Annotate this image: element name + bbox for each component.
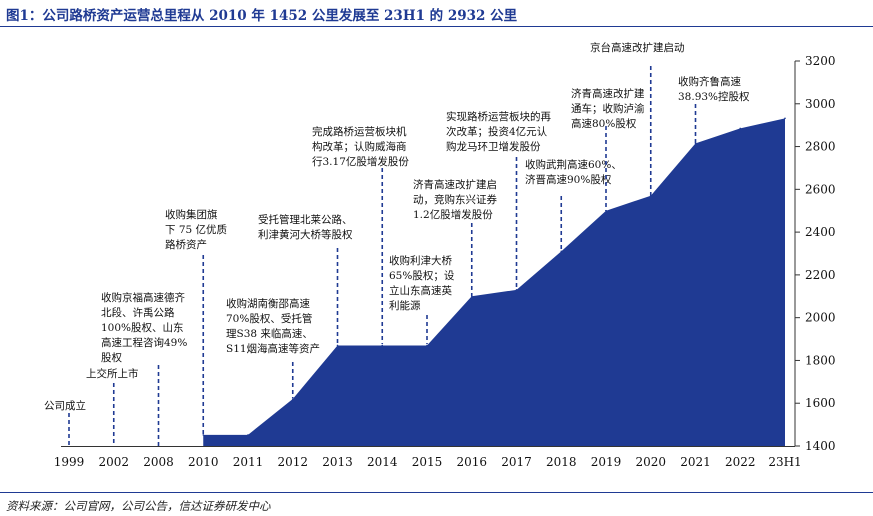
annotation-2002: 上交所上市	[86, 367, 139, 380]
title-bar: 图1：公司路桥资产运营总里程从 2010 年 1452 公里发展至 23H1 的…	[0, 0, 873, 27]
annotation-line: 70%股权、受托管	[226, 312, 312, 325]
chart-title: 图1：公司路桥资产运营总里程从 2010 年 1452 公里发展至 23H1 的…	[6, 8, 518, 24]
y-tick-label-3000: 3000	[805, 97, 836, 111]
x-tick-label-2021: 2021	[680, 455, 711, 469]
annotation-line: 京台高速改扩建启动	[590, 41, 685, 54]
data-point-2014	[381, 344, 384, 347]
x-tick-label-2013: 2013	[322, 455, 353, 469]
annotation-2017: 实现路桥运营板块的再次改革；投资4亿元认购龙马环卫增发股份	[446, 110, 551, 153]
y-tick-label-2800: 2800	[805, 140, 836, 154]
x-tick-label-2008: 2008	[143, 455, 174, 469]
x-tick-label-2002: 2002	[98, 455, 129, 469]
annotation-line: 100%股权、山东	[101, 321, 184, 334]
y-tick-label-1600: 1600	[805, 396, 836, 410]
source-divider	[0, 492, 873, 493]
data-point-2010	[202, 434, 205, 436]
annotation-line: 北段、许禹公路	[101, 306, 175, 319]
annotation-2021: 收购齐鲁高速 38.93%控股权	[678, 75, 750, 103]
y-tick-label-2600: 2600	[805, 182, 836, 196]
annotation-line: 济青高速改扩建启	[413, 178, 497, 191]
annotation-2008: 收购京福高速德齐北段、许禹公路 100%股权、山东高速工程咨询49% 股权	[101, 291, 187, 364]
y-tick-label-1800: 1800	[805, 353, 836, 367]
annotation-line: 利能源	[389, 299, 421, 312]
annotation-2014: 完成路桥运营板块机构改革；认购威海商行3.17亿股增发股份	[312, 125, 409, 168]
annotation-line: 路桥资产	[165, 238, 207, 251]
annotation-line: 收购湖南衡邵高速	[226, 297, 310, 310]
annotation-line: 构改革；认购威海商	[312, 140, 407, 153]
x-tick-label-2014: 2014	[367, 455, 398, 469]
annotation-line: 收购齐鲁高速	[678, 75, 741, 88]
annotation-line: 38.93%控股权	[678, 90, 750, 103]
data-point-23H1	[784, 117, 786, 120]
annotation-line: 收购京福高速德齐	[101, 291, 185, 304]
annotation-line: 股权	[101, 351, 122, 364]
annotation-2019: 济青高速改扩建通车；收购泸渝高速80%股权	[571, 87, 645, 130]
x-tick-label-2019: 2019	[591, 455, 622, 469]
x-tick-label-2018: 2018	[546, 455, 577, 469]
y-tick-label-1400: 1400	[805, 439, 836, 453]
annotation-line: 行3.17亿股增发股份	[312, 155, 409, 168]
y-tick-label-2000: 2000	[805, 311, 836, 325]
x-tick-label-2022: 2022	[725, 455, 756, 469]
annotation-line: 理S38 来临高速、	[226, 327, 313, 340]
x-tick-label-2020: 2020	[635, 455, 666, 469]
data-point-2022	[739, 127, 742, 130]
x-tick-label-1999: 1999	[54, 455, 85, 469]
annotation-2018: 收购武荆高速60%、济晋高速90%股权	[525, 158, 622, 186]
data-point-2011	[247, 434, 249, 436]
annotation-line: 利津黄河大桥等股权	[258, 228, 353, 241]
annotation-2013: 受托管理北莱公路、利津黄河大桥等股权	[258, 213, 353, 241]
annotation-line: 济青高速改扩建	[571, 87, 645, 100]
annotation-2012: 收购湖南衡邵高速 70%股权、受托管理S38 来临高速、 S11烟海高速等资产	[226, 297, 320, 355]
y-tick-label-2200: 2200	[805, 268, 836, 282]
data-point-2013	[336, 344, 339, 347]
x-tick-label-23H1: 23H1	[768, 455, 801, 469]
annotation-line: 上交所上市	[86, 367, 139, 380]
annotation-2010: 收购集团旗下 75 亿优质路桥资产	[165, 208, 227, 251]
annotation-line: S11烟海高速等资产	[226, 342, 320, 355]
annotation-line: 公司成立	[44, 399, 86, 412]
y-tick-label-2400: 2400	[805, 225, 836, 239]
annotation-line: 次改革；投资4亿元认	[446, 125, 548, 138]
data-point-2015	[426, 344, 428, 347]
data-point-2018	[560, 250, 563, 253]
annotation-line: 下 75 亿优质	[165, 223, 227, 236]
annotation-line: 动，竞购东兴证券	[413, 193, 497, 206]
x-tick-label-2017: 2017	[501, 455, 532, 469]
annotation-1999: 公司成立	[44, 399, 86, 412]
annotation-2016: 济青高速改扩建启动，竞购东兴证券 1.2亿股增发股份	[413, 178, 497, 221]
mileage-area	[203, 118, 785, 447]
annotation-line: 收购利津大桥	[389, 254, 452, 267]
annotation-line: 1.2亿股增发股份	[413, 208, 493, 221]
annotation-line: 购龙马环卫增发股份	[446, 140, 541, 153]
x-tick-label-2011: 2011	[233, 455, 264, 469]
annotation-line: 完成路桥运营板块机	[312, 125, 407, 138]
annotation-line: 高速工程咨询49%	[101, 336, 187, 349]
x-tick-label-2015: 2015	[412, 455, 443, 469]
annotation-2015: 收购利津大桥 65%股权；设立山东高速英利能源	[389, 254, 455, 312]
data-point-2017	[515, 289, 518, 291]
annotation-line: 收购集团旗	[165, 208, 218, 221]
annotation-line: 受托管理北莱公路、	[258, 213, 353, 226]
x-tick-label-2016: 2016	[456, 455, 487, 469]
annotation-line: 实现路桥运营板块的再	[446, 110, 551, 123]
annotation-line: 济晋高速90%股权	[525, 173, 612, 186]
annotation-2020: 京台高速改扩建启动	[590, 41, 685, 54]
annotation-line: 65%股权；设	[389, 269, 455, 282]
annotation-line: 立山东高速英	[389, 284, 452, 297]
data-point-2012	[291, 398, 294, 400]
x-tick-label-2012: 2012	[277, 455, 308, 469]
annotation-line: 高速80%股权	[571, 117, 637, 130]
x-tick-label-2010: 2010	[188, 455, 219, 469]
y-tick-label-3200: 3200	[805, 54, 836, 68]
source-note: 资料来源：公司官网，公司公告，信达证券研发中心	[6, 499, 271, 513]
annotation-line: 通车；收购泸渝	[571, 102, 645, 115]
annotation-line: 收购武荆高速60%、	[525, 158, 622, 171]
